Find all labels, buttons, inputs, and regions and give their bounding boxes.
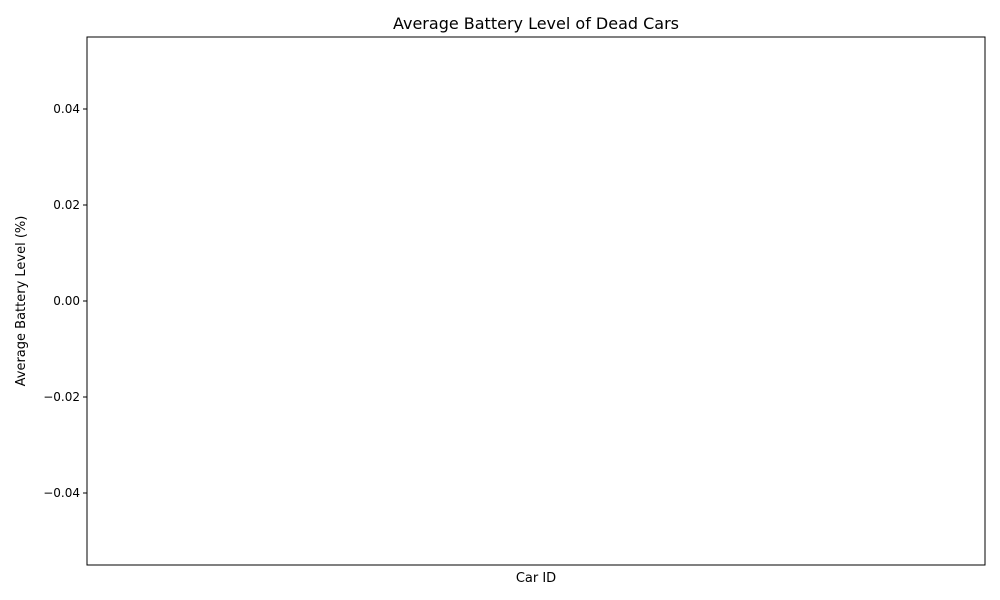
x-axis-label: Car ID: [516, 571, 556, 586]
y-tick-label: 0.00: [53, 294, 80, 308]
y-axis-ticks: −0.04 −0.02 0.00 0.02 0.04: [43, 102, 87, 500]
y-tick-label: 0.02: [53, 198, 80, 212]
y-tick-label: −0.04: [43, 486, 80, 500]
chart-title: Average Battery Level of Dead Cars: [393, 14, 679, 33]
plot-area: [87, 37, 985, 565]
plot-frame: [86, 36, 986, 566]
y-tick-label: −0.02: [43, 390, 80, 404]
y-tick-label: 0.04: [53, 102, 80, 116]
y-axis-label: Average Battery Level (%): [14, 216, 29, 387]
